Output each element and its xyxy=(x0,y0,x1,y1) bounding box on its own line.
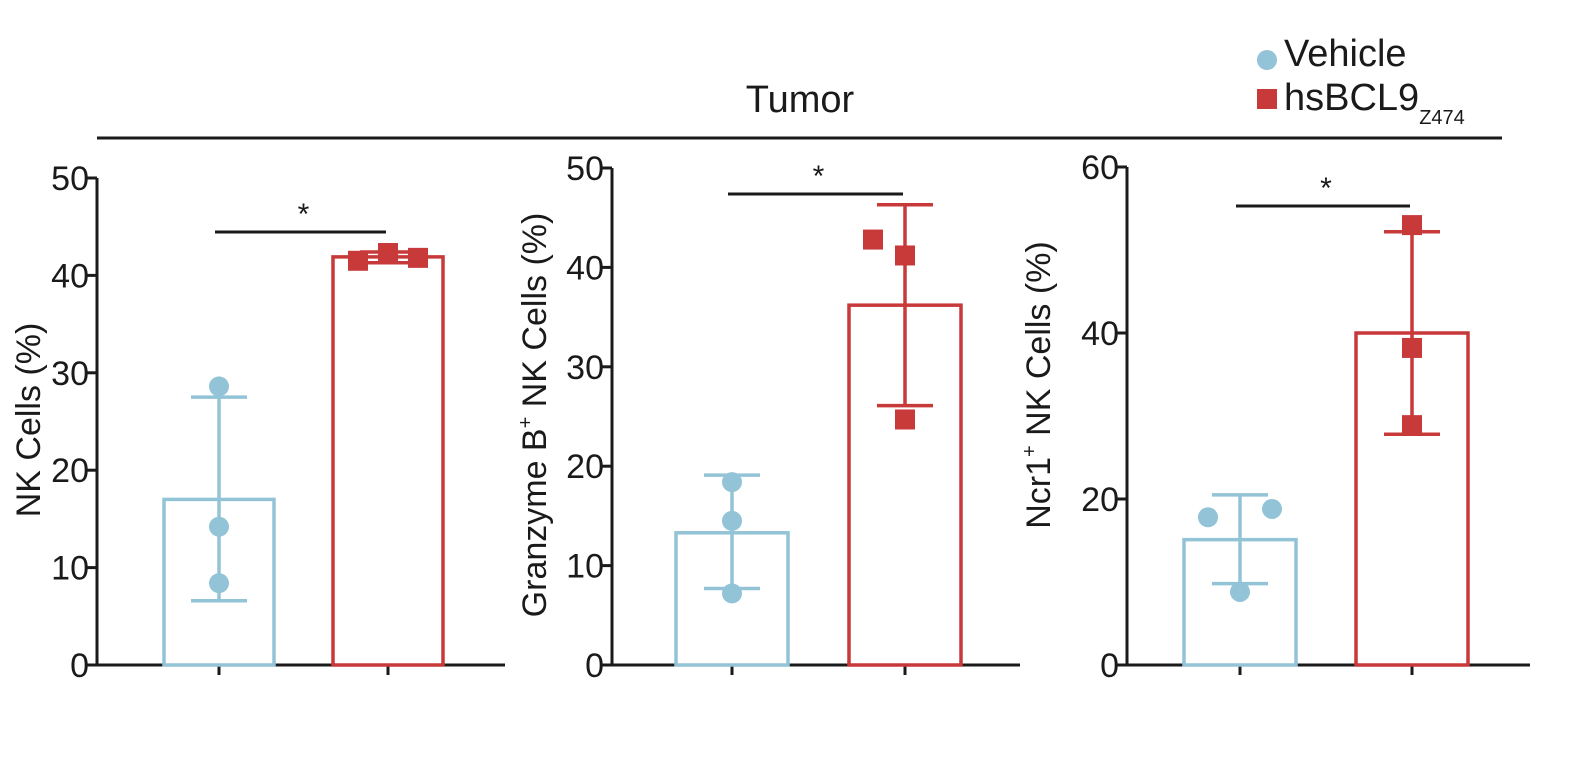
y-tick-label: 20 xyxy=(51,452,89,490)
y-axis-label-sup: + xyxy=(515,417,537,429)
y-tick-label: 30 xyxy=(51,355,89,393)
y-tick-label: 40 xyxy=(1081,315,1119,353)
data-point-hsbcl9 xyxy=(378,242,398,263)
data-point-hsbcl9 xyxy=(1402,415,1422,436)
data-point-hsbcl9 xyxy=(895,245,915,266)
data-point-hsbcl9 xyxy=(863,229,883,250)
y-tick-label: 50 xyxy=(566,150,604,188)
significance-star: * xyxy=(298,198,310,231)
data-point-hsbcl9 xyxy=(408,247,428,268)
y-tick-label: 50 xyxy=(51,160,89,198)
y-tick-label: 0 xyxy=(585,647,604,685)
data-point-vehicle xyxy=(209,376,229,397)
data-point-vehicle xyxy=(209,516,229,537)
y-tick-label: 10 xyxy=(566,548,604,586)
data-point-vehicle xyxy=(1230,581,1250,602)
y-tick-label: 10 xyxy=(51,550,89,588)
data-point-hsbcl9 xyxy=(348,250,368,271)
legend-treatment-main: hsBCL9 xyxy=(1284,77,1419,119)
y-tick-label: 0 xyxy=(70,647,89,685)
significance-star: * xyxy=(1320,172,1332,205)
legend-treatment-sub: Z474 xyxy=(1419,107,1465,129)
y-tick-label: 30 xyxy=(566,349,604,387)
group-title: Tumor xyxy=(746,79,855,121)
y-tick-label: 40 xyxy=(566,249,604,287)
data-point-vehicle xyxy=(722,583,742,604)
y-tick-label: 60 xyxy=(1081,149,1119,187)
significance-star: * xyxy=(813,160,825,193)
panel-ncr1-nk-cells: Ncr1+ NK Cells (%) 0 20 40 60 * xyxy=(1019,149,1530,685)
y-axis-label-sup: + xyxy=(1019,445,1041,457)
data-point-hsbcl9 xyxy=(1402,337,1422,358)
y-axis-label: NK Cells (%) xyxy=(10,323,48,518)
data-point-vehicle xyxy=(209,573,229,594)
y-axis-label: Ncr1+ NK Cells (%) xyxy=(1019,241,1058,529)
y-axis-label-post: NK Cells (%) xyxy=(516,213,554,417)
data-point-vehicle xyxy=(1262,498,1282,519)
y-tick-label: 20 xyxy=(1081,481,1119,519)
data-point-vehicle xyxy=(1198,507,1218,528)
bar-hsbcl9 xyxy=(331,255,445,667)
legend-treatment-label: hsBCL9Z474 xyxy=(1284,77,1465,129)
panel-granzyme-b-nk-cells: Granzyme B+ NK Cells (%) 0 10 20 30 40 50 * xyxy=(515,150,1020,685)
legend: Vehicle hsBCL9Z474 xyxy=(1257,33,1465,129)
data-point-vehicle xyxy=(722,510,742,531)
panel-nk-cells: NK Cells (%) 0 10 20 30 40 50 * xyxy=(10,160,505,685)
data-point-hsbcl9 xyxy=(1402,215,1422,236)
y-axis-label-pre: Granzyme B xyxy=(516,428,554,617)
data-point-vehicle xyxy=(722,472,742,493)
y-tick-label: 0 xyxy=(1100,647,1119,685)
y-axis-label-pre: Ncr1 xyxy=(1020,457,1058,529)
y-tick-label: 40 xyxy=(51,257,89,295)
y-axis-label-post: NK Cells (%) xyxy=(1020,241,1058,445)
data-point-hsbcl9 xyxy=(895,409,915,430)
legend-vehicle-marker xyxy=(1257,50,1277,70)
legend-vehicle-label: Vehicle xyxy=(1284,33,1407,75)
y-tick-label: 20 xyxy=(566,448,604,486)
legend-treatment-marker xyxy=(1257,89,1277,109)
y-axis-label: Granzyme B+ NK Cells (%) xyxy=(515,213,554,618)
